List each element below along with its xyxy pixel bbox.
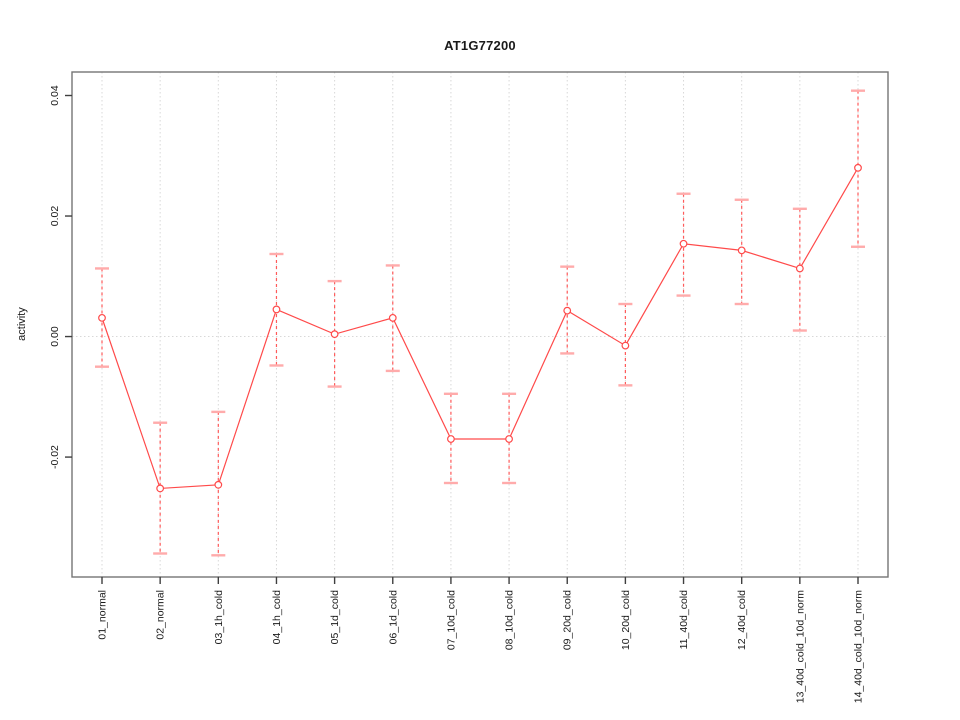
x-tick-label: 14_40d_cold_10d_norm — [853, 590, 865, 704]
data-point-marker — [330, 330, 339, 339]
x-tick-label: 09_20d_cold — [562, 590, 574, 650]
x-tick-label: 05_1d_cold — [329, 590, 341, 644]
y-tick-label: 0.00 — [49, 326, 61, 347]
data-point-marker — [505, 435, 513, 443]
x-tick-label: 04_1h_cold — [271, 590, 283, 644]
x-tick-label: 01_normal — [97, 590, 109, 640]
series-line — [101, 167, 859, 490]
x-tick-label: 08_10d_cold — [504, 590, 516, 650]
x-tick-label: 10_20d_cold — [620, 590, 632, 650]
x-tick-label: 12_40d_cold — [736, 590, 748, 650]
x-tick-label: 13_40d_cold_10d_norm — [794, 590, 806, 704]
data-point-marker — [447, 435, 455, 443]
data-point-marker — [214, 480, 223, 489]
data-point-marker — [854, 163, 862, 172]
data-point-marker — [98, 313, 106, 322]
x-tick-label: 07_10d_cold — [445, 590, 457, 650]
plot-border — [71, 71, 889, 578]
x-tick-label: 02_normal — [155, 590, 167, 640]
chart-title: AT1G77200 — [444, 38, 516, 53]
data-point-marker — [737, 246, 746, 255]
x-tick-label: 06_1d_cold — [387, 590, 399, 644]
x-tick-label: 03_1h_cold — [213, 590, 225, 644]
data-point-marker — [679, 239, 688, 248]
data-point-marker — [795, 264, 804, 273]
data-point-marker — [272, 305, 281, 314]
data-point-marker — [563, 306, 572, 315]
data-point-marker — [621, 341, 630, 350]
data-point-marker — [388, 313, 397, 322]
data-point-marker — [156, 484, 165, 493]
y-tick-label: -0.02 — [49, 445, 61, 469]
y-tick-label: 0.02 — [49, 206, 61, 227]
y-tick-label: 0.04 — [49, 85, 61, 106]
x-tick-label: 11_40d_cold — [678, 590, 690, 650]
